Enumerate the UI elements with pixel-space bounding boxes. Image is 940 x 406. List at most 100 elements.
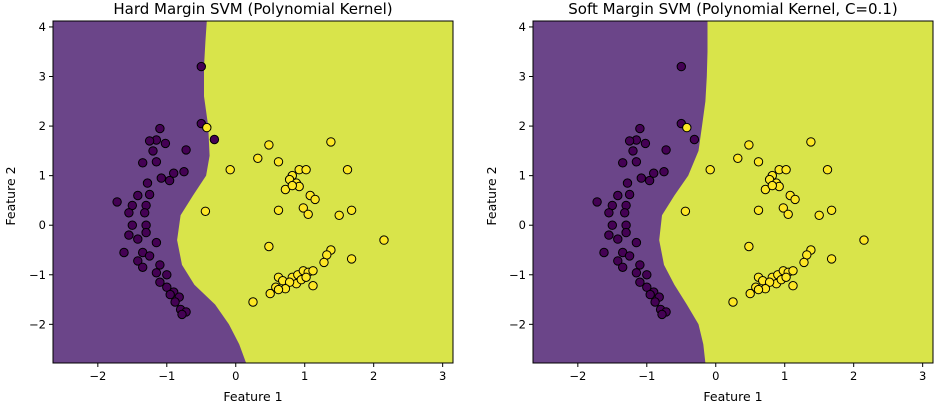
data-point-class-0 (160, 138, 171, 149)
data-point-class-1 (753, 157, 764, 167)
data-point-class-0 (618, 158, 628, 168)
data-point-class-1 (760, 184, 771, 195)
data-point-class-1 (253, 153, 263, 164)
data-point-class-0 (209, 134, 220, 145)
data-point-class-1 (799, 257, 809, 268)
y-tick-label: −1 (29, 268, 46, 282)
data-point-class-0 (661, 145, 671, 155)
x-tick-label: −1 (158, 369, 175, 383)
y-tick-label: 4 (519, 20, 526, 34)
data-point-class-0 (635, 123, 645, 134)
data-point-class-1 (310, 194, 320, 205)
data-point-class-0 (636, 173, 646, 183)
data-point-class-1 (264, 241, 274, 252)
data-point-class-0 (631, 237, 642, 248)
y-tick-label: 1 (519, 169, 526, 183)
plot-area (53, 21, 453, 363)
data-point-class-0 (169, 168, 179, 178)
data-point-class-1 (273, 205, 284, 216)
y-tick-label: 1 (39, 169, 46, 183)
y-tick-label: −2 (29, 317, 46, 331)
data-point-class-0 (151, 237, 162, 248)
data-point-class-1 (788, 266, 798, 276)
y-tick-label: 2 (39, 119, 46, 133)
data-point-class-1 (682, 122, 692, 133)
data-point-class-1 (273, 284, 284, 295)
data-point-class-0 (659, 167, 669, 177)
data-point-class-0 (144, 251, 155, 261)
data-point-class-0 (144, 136, 155, 146)
data-point-class-0 (621, 227, 631, 238)
y-tick-label: 4 (39, 20, 46, 34)
axes-frame (532, 20, 934, 364)
data-point-class-0 (155, 277, 165, 287)
data-point-class-0 (645, 289, 655, 300)
data-point-class-0 (142, 178, 153, 188)
x-tick-label: 2 (370, 369, 377, 383)
data-point-class-1 (280, 184, 291, 195)
x-axis-label: Feature 1 (703, 389, 762, 404)
data-point-class-0 (650, 297, 660, 307)
data-point-class-1 (298, 203, 308, 213)
data-point-class-1 (308, 266, 318, 276)
data-point-class-0 (631, 157, 642, 167)
data-point-class-0 (164, 175, 175, 186)
data-point-class-0 (618, 262, 628, 272)
data-point-class-0 (181, 145, 191, 155)
data-point-class-1 (303, 209, 313, 220)
data-point-class-0 (196, 61, 207, 72)
data-point-class-0 (155, 260, 165, 270)
data-point-class-1 (790, 194, 800, 205)
data-point-class-0 (635, 260, 645, 270)
data-point-class-1 (764, 277, 775, 287)
data-point-class-1 (301, 272, 311, 282)
data-point-class-0 (170, 297, 180, 307)
y-tick-label: 3 (519, 70, 526, 84)
x-tick-label: 1 (301, 369, 308, 383)
data-point-class-0 (642, 270, 652, 280)
data-point-class-1 (248, 297, 258, 307)
data-point-class-1 (778, 203, 788, 213)
data-point-class-1 (265, 288, 275, 299)
x-axis-label: Feature 1 (223, 389, 282, 404)
data-point-class-0 (622, 178, 633, 188)
data-point-class-1 (301, 165, 311, 175)
data-point-class-0 (165, 289, 175, 300)
data-point-class-0 (133, 234, 143, 244)
data-point-class-1 (767, 180, 777, 191)
x-tick-label: 1 (781, 369, 788, 383)
data-point-class-0 (604, 230, 614, 240)
data-point-class-1 (287, 180, 297, 191)
data-point-class-0 (592, 197, 602, 207)
data-point-class-1 (788, 281, 798, 291)
x-tick-label: 3 (439, 369, 446, 383)
data-point-class-0 (631, 268, 642, 278)
y-tick-label: 0 (519, 218, 526, 232)
data-point-class-0 (179, 167, 189, 177)
data-point-class-1 (783, 209, 793, 220)
data-point-class-1 (822, 165, 833, 175)
data-point-class-1 (753, 205, 764, 216)
data-point-class-0 (613, 256, 623, 266)
data-point-class-1 (826, 205, 837, 216)
data-point-class-1 (744, 140, 754, 150)
data-point-class-1 (705, 165, 715, 175)
data-point-class-0 (624, 136, 635, 146)
axes-frame (52, 20, 454, 364)
data-point-class-0 (155, 123, 165, 134)
data-point-class-0 (133, 190, 143, 201)
x-tick-label: 0 (232, 369, 239, 383)
y-axis-label: Feature 2 (484, 166, 499, 225)
data-point-class-1 (264, 140, 274, 150)
x-tick-label: −1 (638, 369, 655, 383)
data-point-class-1 (308, 281, 318, 291)
x-tick-label: −2 (569, 369, 586, 383)
data-point-class-0 (689, 134, 700, 145)
data-point-class-1 (225, 165, 235, 175)
data-point-class-1 (319, 257, 329, 268)
data-point-class-1 (733, 153, 743, 164)
plot-area (533, 21, 933, 363)
data-point-class-0 (635, 277, 645, 287)
data-point-class-0 (620, 208, 630, 218)
